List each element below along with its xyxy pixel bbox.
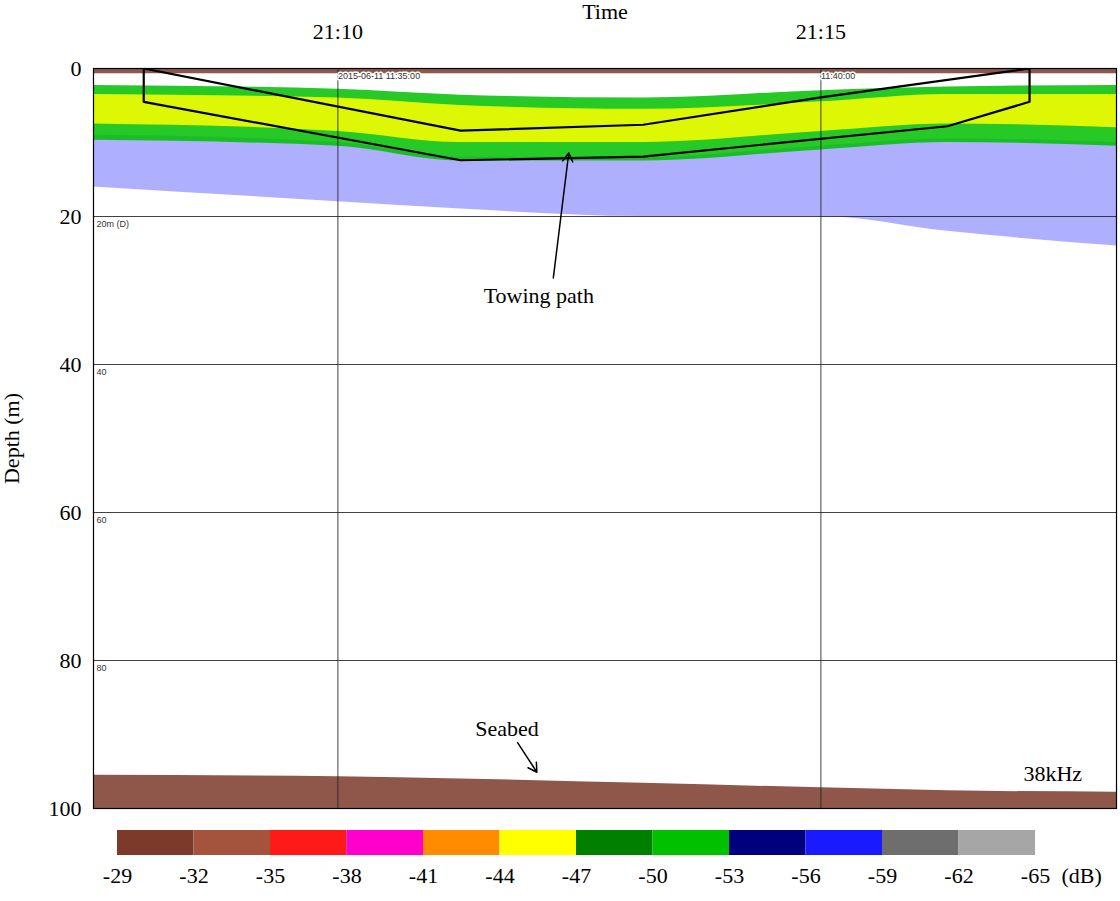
- svg-text:-62: -62: [944, 863, 973, 888]
- svg-text:11:40:00: 11:40:00: [821, 71, 855, 81]
- svg-text:-35: -35: [256, 863, 285, 888]
- svg-text:-29: -29: [103, 863, 132, 888]
- svg-text:Towing path: Towing path: [484, 283, 594, 308]
- svg-text:60: 60: [96, 515, 106, 525]
- svg-text:-38: -38: [332, 863, 361, 888]
- svg-text:-44: -44: [485, 863, 514, 888]
- svg-text:40: 40: [96, 367, 106, 377]
- svg-text:-32: -32: [179, 863, 208, 888]
- svg-text:-50: -50: [638, 863, 667, 888]
- svg-text:100: 100: [49, 796, 82, 821]
- svg-text:80: 80: [60, 648, 82, 673]
- svg-text:0: 0: [71, 56, 82, 81]
- svg-text:-41: -41: [409, 863, 438, 888]
- svg-text:38kHz: 38kHz: [1023, 761, 1082, 786]
- svg-text:Depth (m): Depth (m): [0, 393, 24, 484]
- svg-text:20: 20: [60, 204, 82, 229]
- svg-text:Seabed: Seabed: [475, 716, 539, 741]
- svg-text:20m (D): 20m (D): [96, 219, 129, 229]
- svg-text:40: 40: [60, 352, 82, 377]
- svg-text:60: 60: [60, 500, 82, 525]
- svg-text:-59: -59: [868, 863, 897, 888]
- svg-text:-47: -47: [562, 863, 591, 888]
- svg-text:Time: Time: [582, 0, 628, 24]
- svg-text:(dB): (dB): [1062, 863, 1102, 888]
- svg-text:21:10: 21:10: [313, 19, 363, 44]
- svg-text:-53: -53: [715, 863, 744, 888]
- svg-text:2015-06-11 11:35:00: 2015-06-11 11:35:00: [338, 71, 420, 81]
- svg-text:-56: -56: [791, 863, 820, 888]
- svg-text:-65: -65: [1021, 863, 1050, 888]
- svg-text:21:15: 21:15: [796, 19, 846, 44]
- svg-text:80: 80: [96, 663, 106, 673]
